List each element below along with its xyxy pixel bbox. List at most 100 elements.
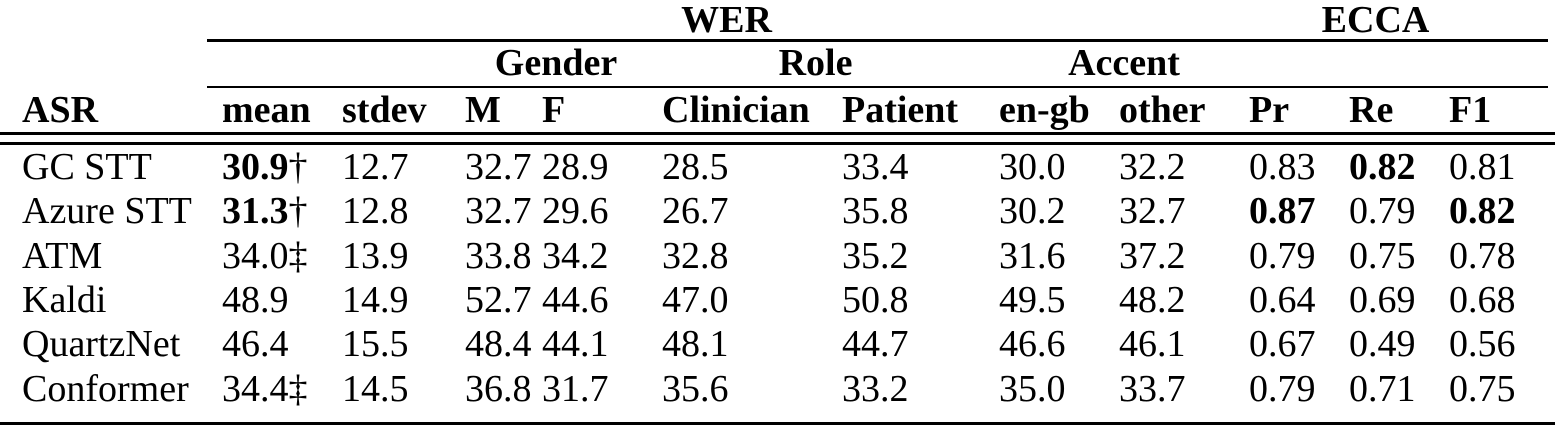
col-header-clinician: Clinician <box>662 89 810 131</box>
cell-male: 33.8 <box>465 234 532 277</box>
cell-patient: 44.7 <box>842 323 909 366</box>
col-header-female: F <box>542 89 566 131</box>
mean-value: 31.3 <box>222 190 289 233</box>
cell-f1: 0.81 <box>1449 146 1516 189</box>
accent-group-header: Accent <box>1068 42 1180 84</box>
col-header-other: other <box>1119 89 1206 131</box>
wer-group-header: WER <box>681 0 772 41</box>
cell-patient: 33.4 <box>842 146 909 189</box>
cell-f1: 0.56 <box>1449 323 1516 366</box>
cell-patient: 35.2 <box>842 234 909 277</box>
cell-stdev: 14.9 <box>342 279 409 322</box>
cell-clinician: 47.0 <box>662 279 729 322</box>
cell-mean: 31.3 † <box>222 189 342 233</box>
col-header-male: M <box>465 89 501 131</box>
rule-under-wer-ecca <box>207 39 1548 42</box>
cell-f1: 0.82 <box>1449 190 1516 233</box>
cell-precision: 0.83 <box>1249 146 1316 189</box>
cell-male: 32.7 <box>465 146 532 189</box>
cell-precision: 0.79 <box>1249 367 1316 410</box>
cell-clinician: 35.6 <box>662 367 729 410</box>
cell-precision: 0.79 <box>1249 234 1316 277</box>
cell-other: 33.7 <box>1119 367 1186 410</box>
gender-group-header: Gender <box>494 42 618 84</box>
cell-patient: 35.8 <box>842 190 909 233</box>
cell-en-gb: 46.6 <box>999 323 1066 366</box>
col-header-patient: Patient <box>842 89 959 131</box>
cell-male: 36.8 <box>465 367 532 410</box>
significance-marker: ‡ <box>288 367 308 410</box>
significance-marker: ‡ <box>288 234 308 277</box>
mean-value: 48.9 <box>222 279 289 322</box>
col-header-en-gb: en-gb <box>999 89 1090 131</box>
cell-patient: 50.8 <box>842 279 909 322</box>
cell-female: 44.1 <box>542 323 609 366</box>
cell-stdev: 13.9 <box>342 234 409 277</box>
significance-marker: † <box>288 190 308 233</box>
cell-stdev: 12.8 <box>342 190 409 233</box>
cell-female: 34.2 <box>542 234 609 277</box>
header-double-rule-bottom <box>0 141 1555 145</box>
cell-f1: 0.75 <box>1449 367 1516 410</box>
col-header-asr: ASR <box>22 89 99 131</box>
cell-recall: 0.49 <box>1349 323 1416 366</box>
mean-value: 34.4 <box>222 367 289 410</box>
cell-other: 48.2 <box>1119 279 1186 322</box>
ecca-group-header: ECCA <box>1321 0 1430 41</box>
cell-precision: 0.64 <box>1249 279 1316 322</box>
cell-recall: 0.82 <box>1349 146 1416 189</box>
col-header-precision: Pr <box>1249 89 1290 131</box>
cell-male: 52.7 <box>465 279 532 322</box>
cell-asr-name: GC STT <box>22 146 152 189</box>
role-group-header: Role <box>778 42 853 84</box>
cell-clinician: 26.7 <box>662 190 729 233</box>
cell-patient: 33.2 <box>842 367 909 410</box>
cell-asr-name: Azure STT <box>22 190 192 233</box>
cell-other: 32.7 <box>1119 190 1186 233</box>
cell-en-gb: 35.0 <box>999 367 1066 410</box>
mean-value: 30.9 <box>222 146 289 189</box>
cell-recall: 0.79 <box>1349 190 1416 233</box>
cell-mean: 34.4 ‡ <box>222 366 342 410</box>
cell-stdev: 12.7 <box>342 146 409 189</box>
cell-asr-name: Kaldi <box>22 279 107 322</box>
cell-precision: 0.87 <box>1249 190 1316 233</box>
cell-recall: 0.71 <box>1349 367 1416 410</box>
rule-under-subgroups <box>207 85 1548 88</box>
col-header-mean: mean <box>222 89 311 131</box>
cell-en-gb: 30.0 <box>999 146 1066 189</box>
cell-male: 48.4 <box>465 323 532 366</box>
cell-mean: 48.9 <box>222 278 342 322</box>
cell-mean: 46.4 <box>222 322 342 366</box>
cell-female: 29.6 <box>542 190 609 233</box>
col-header-f1: F1 <box>1449 89 1492 131</box>
cell-female: 44.6 <box>542 279 609 322</box>
cell-en-gb: 31.6 <box>999 234 1066 277</box>
cell-male: 32.7 <box>465 190 532 233</box>
cell-recall: 0.75 <box>1349 234 1416 277</box>
significance-marker: † <box>288 146 308 189</box>
mean-value: 46.4 <box>222 323 289 366</box>
cell-asr-name: ATM <box>22 234 103 277</box>
col-header-recall: Re <box>1349 89 1394 131</box>
cell-female: 31.7 <box>542 367 609 410</box>
cell-female: 28.9 <box>542 146 609 189</box>
cell-stdev: 15.5 <box>342 323 409 366</box>
header-double-rule-top <box>0 132 1555 135</box>
col-header-stdev: stdev <box>342 89 427 131</box>
cell-other: 37.2 <box>1119 234 1186 277</box>
cell-stdev: 14.5 <box>342 367 409 410</box>
cell-asr-name: QuartzNet <box>22 323 181 366</box>
cell-f1: 0.68 <box>1449 279 1516 322</box>
cell-mean: 34.0 ‡ <box>222 234 342 278</box>
cell-precision: 0.67 <box>1249 323 1316 366</box>
cell-en-gb: 30.2 <box>999 190 1066 233</box>
cell-other: 46.1 <box>1119 323 1186 366</box>
cell-en-gb: 49.5 <box>999 279 1066 322</box>
cell-clinician: 28.5 <box>662 146 729 189</box>
mean-value: 34.0 <box>222 234 289 277</box>
cell-mean: 30.9 † <box>222 145 342 189</box>
cell-other: 32.2 <box>1119 146 1186 189</box>
